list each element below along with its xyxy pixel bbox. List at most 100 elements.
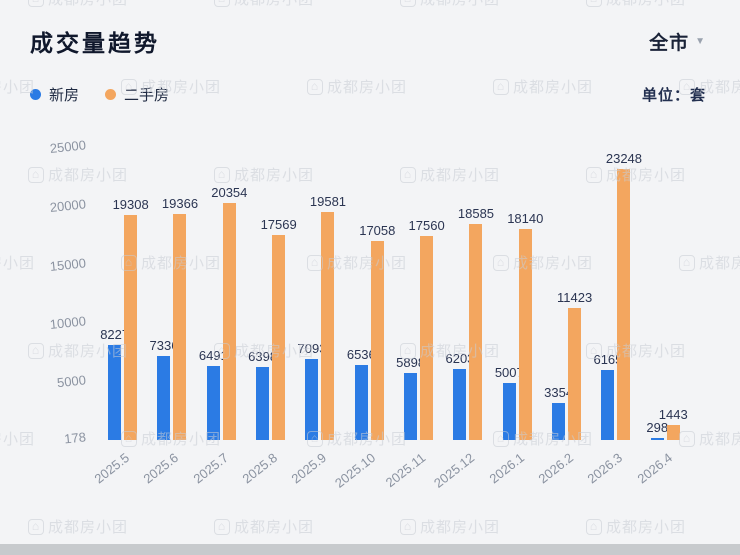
bar-column: 6165 (593, 352, 622, 440)
watermark: ⌂成都房小团 (307, 76, 407, 97)
y-axis-label: 15000 (49, 254, 87, 274)
bar-group: 6536 17058 2025.10 (332, 148, 395, 490)
watermark-text: 成都房小团 (0, 431, 36, 448)
bar-second-hand[interactable] (272, 235, 286, 440)
watermark-logo-icon: ⌂ (400, 0, 416, 7)
bar-new-home[interactable] (552, 402, 566, 440)
legend-item-second-hand[interactable]: 二手房 (105, 84, 169, 105)
watermark: ⌂成都房小团 (214, 0, 314, 9)
watermark-text: 成都房小团 (606, 0, 686, 9)
bar-second-hand[interactable] (617, 168, 631, 440)
watermark-logo-icon: ⌂ (28, 518, 44, 535)
watermark: ⌂ 成都房小团 (28, 0, 128, 9)
bar-value-label: 6165 (593, 351, 623, 367)
bar-value-label: 6398 (248, 348, 278, 364)
watermark-text: 成都房小团 (327, 79, 408, 96)
bar-value-label: 6203 (445, 351, 475, 367)
watermark-text: 成都房小团 (513, 79, 594, 96)
bar-column: 18140 (507, 211, 543, 440)
watermark-text: 成都房小团 (420, 0, 500, 9)
bar-value-label: 19581 (309, 193, 347, 209)
bar-group: 298 1443 2026.4 (634, 148, 690, 486)
watermark-logo-icon: ⌂ (28, 166, 44, 183)
bar-group: 7093 19581 2025.9 (289, 148, 347, 487)
bar-column: 5007 (495, 365, 524, 440)
watermark-text: 成都房小团 (699, 431, 740, 448)
watermark-logo-icon: ⌂ (28, 0, 44, 7)
region-selector[interactable]: 全市 ▼ (649, 28, 706, 55)
bar-value-label: 7336 (149, 337, 179, 353)
bar-column: 20354 (211, 185, 247, 440)
bar-column: 1443 (659, 407, 688, 440)
watermark-logo-icon: ⌂ (214, 518, 230, 535)
y-axis-label: 178 (63, 429, 87, 447)
bar-second-hand[interactable] (469, 223, 483, 440)
region-selector-label: 全市 (649, 33, 690, 54)
bar-new-home[interactable] (108, 345, 122, 440)
plot-area: 8227 19308 2025.5 7336 19366 2025.6 6491 20354 2… (91, 148, 690, 491)
bar-column: 8227 (100, 327, 129, 440)
watermark: ⌂ 成都房小团 (400, 0, 500, 9)
bottom-bar (0, 544, 740, 555)
bar-column: 18585 (458, 206, 494, 440)
watermark: ⌂成都房小团 (0, 428, 35, 449)
bar-value-label: 19366 (161, 196, 199, 212)
bar-new-home[interactable] (453, 369, 467, 440)
watermark-logo-icon: ⌂ (307, 78, 323, 95)
y-axis-label: 25000 (49, 137, 87, 156)
watermark-text: 成都房小团 (420, 519, 501, 536)
bar-column: 5898 (396, 355, 425, 440)
bar-second-hand[interactable] (173, 214, 187, 440)
bar-new-home[interactable] (650, 438, 664, 440)
bar-new-home[interactable] (157, 355, 171, 440)
y-axis-label: 10000 (49, 313, 87, 333)
watermark-text: 成都房小团 (234, 0, 314, 9)
watermark-logo-icon: ⌂ (586, 0, 602, 7)
bar-second-hand[interactable] (321, 211, 335, 440)
watermark: ⌂ 成都房小团 (586, 0, 686, 9)
watermark-logo-icon: ⌂ (400, 518, 416, 535)
bar-column: 23248 (606, 151, 642, 440)
bar-value-label: 298 (646, 420, 669, 435)
bar-group: 6165 23248 2026.3 (585, 148, 642, 487)
bar-new-home[interactable] (256, 366, 270, 440)
bar-value-label: 18140 (507, 210, 544, 226)
bar-new-home[interactable] (305, 358, 319, 440)
bar-column: 7093 (298, 341, 326, 440)
bar-second-hand[interactable] (370, 241, 384, 440)
x-axis-label: 2025.10 (332, 450, 379, 491)
watermark-text: 成都房小团 (48, 519, 129, 536)
watermark-text: 成都房小团 (699, 255, 740, 272)
bar-group: 7336 19366 2025.6 (141, 148, 199, 486)
bar-new-home[interactable] (601, 369, 615, 440)
bar-new-home[interactable] (404, 372, 418, 440)
bar-new-home[interactable] (502, 383, 516, 440)
x-axis-label: 2025.5 (91, 450, 132, 487)
x-axis-label: 2025.12 (430, 450, 478, 491)
bar-second-hand[interactable] (124, 215, 138, 440)
bar-column: 6398 (248, 349, 277, 440)
bar-second-hand[interactable] (420, 235, 434, 440)
bar-new-home[interactable] (354, 365, 368, 440)
bar-value-label: 20354 (211, 184, 248, 200)
bar-value-label: 6491 (198, 347, 228, 363)
bar-second-hand[interactable] (568, 307, 582, 440)
watermark-logo-icon: ⌂ (493, 78, 509, 95)
bar-second-hand[interactable] (222, 202, 236, 440)
bar-second-hand[interactable] (518, 228, 532, 440)
bar-value-label: 19308 (112, 197, 149, 212)
x-axis-label: 2025.9 (288, 450, 330, 487)
bar-column: 6536 (347, 347, 376, 440)
y-axis-label: 5000 (56, 372, 87, 391)
x-axis-label: 2026.4 (633, 450, 675, 487)
legend-item-new-home[interactable]: 新房 (30, 84, 79, 105)
watermark: ⌂成都房小团 (0, 252, 35, 273)
bar-column: 19308 (113, 197, 149, 440)
watermark-text: 成都房小团 (48, 0, 128, 9)
bar-group: 3354 11423 2026.2 (535, 148, 592, 487)
bar-new-home[interactable] (206, 365, 220, 440)
watermark-text: 成都房小团 (234, 519, 315, 536)
x-axis-label: 2025.6 (140, 450, 182, 487)
bar-second-hand[interactable] (666, 425, 680, 440)
